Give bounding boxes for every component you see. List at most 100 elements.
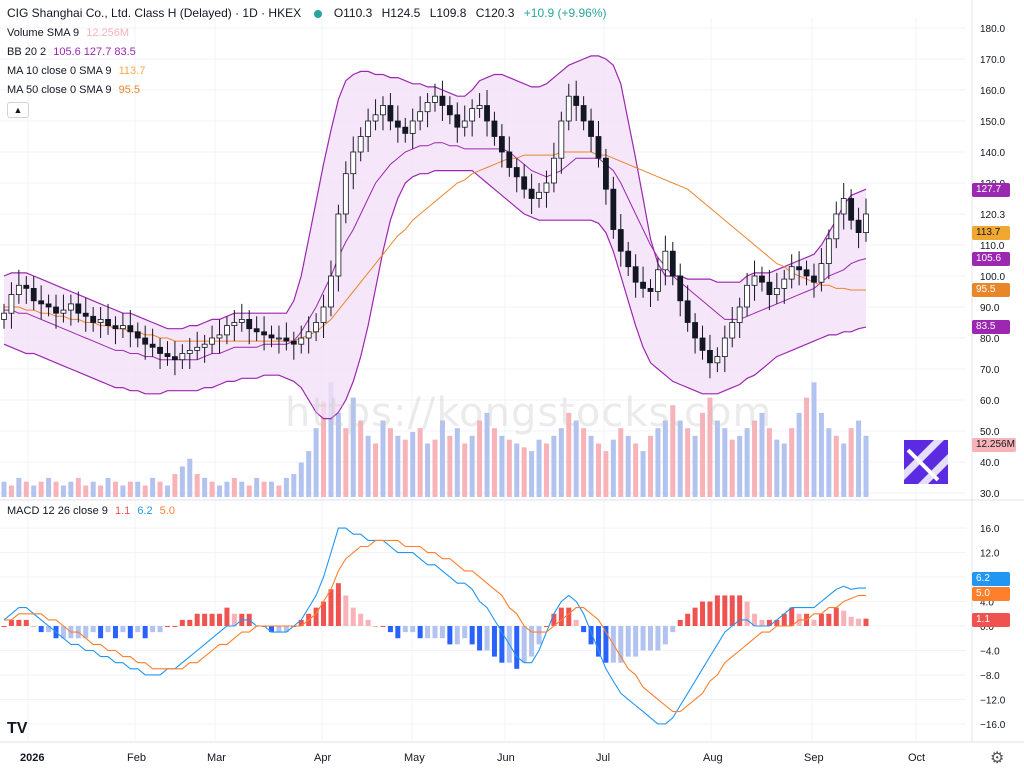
legend-macd[interactable]: MACD 12 26 close 9 1.1 6.2 5.0 xyxy=(7,504,175,518)
macd-histogram-bar xyxy=(202,613,208,626)
tag-macd-signal: 5.0 xyxy=(972,587,1010,601)
candle-body xyxy=(558,120,565,159)
candle-body xyxy=(97,318,104,323)
macd-histogram-bar xyxy=(581,626,587,633)
tag-bb-basis: 105.6 xyxy=(972,252,1010,266)
time-axis-label: Aug xyxy=(703,752,723,764)
macd-histogram-bar xyxy=(447,626,453,645)
macd-histogram-bar xyxy=(692,607,698,626)
macd-histogram-bar xyxy=(187,619,193,626)
volume-bar xyxy=(425,443,431,497)
macd-histogram-bar xyxy=(1,626,7,627)
macd-histogram-bar xyxy=(172,626,178,627)
candle-body xyxy=(744,284,751,308)
volume-bar xyxy=(521,447,527,497)
volume-bar xyxy=(677,420,683,497)
volume-bar xyxy=(514,443,520,497)
macd-histogram-bar xyxy=(454,626,460,645)
candle-body xyxy=(461,120,468,128)
macd-histogram-bar xyxy=(633,626,639,657)
price-axis-label: 50.0 xyxy=(980,427,1000,438)
legend-bb[interactable]: BB 20 2 105.6 127.7 83.5 xyxy=(7,45,136,59)
candle-body xyxy=(759,275,765,283)
candle-body xyxy=(119,325,126,330)
volume-bar xyxy=(142,485,148,497)
symbol-title[interactable]: CIG Shanghai Co., Ltd. Class H (Delayed)… xyxy=(7,6,302,20)
volume-bar xyxy=(789,428,795,497)
volume-bar xyxy=(98,485,104,497)
volume-bar xyxy=(439,420,445,497)
volume-bar xyxy=(127,481,133,497)
macd-axis-label: 0.0 xyxy=(980,622,994,633)
volume-bar xyxy=(640,451,646,497)
candle-body xyxy=(90,315,97,323)
candle-body xyxy=(669,250,676,277)
macd-histogram-bar xyxy=(373,626,379,627)
gear-icon[interactable]: ⚙ xyxy=(990,750,1005,767)
macd-histogram-bar xyxy=(60,626,66,639)
macd-histogram-bar xyxy=(484,626,490,651)
volume-bar xyxy=(261,481,267,497)
macd-histogram-bar xyxy=(387,626,393,633)
volume-bar xyxy=(83,485,89,497)
candle-body xyxy=(172,356,178,361)
candle-body xyxy=(811,275,817,283)
volume-bar xyxy=(774,439,780,497)
volume-bar xyxy=(335,412,341,497)
candle-body xyxy=(276,337,282,340)
price-axis-label: 80.0 xyxy=(980,334,1000,345)
macd-axis-label: 12.0 xyxy=(980,549,1000,560)
candle-body xyxy=(498,136,505,153)
kongstocks-logo-icon xyxy=(904,440,948,484)
macd-histogram-bar xyxy=(98,626,104,639)
macd-histogram-bar xyxy=(603,626,609,663)
candle-body xyxy=(707,349,713,364)
legend-ma10[interactable]: MA 10 close 0 SMA 9 113.7 xyxy=(7,64,145,78)
macd-histogram-bar xyxy=(863,618,869,626)
macd-histogram-bar xyxy=(722,595,728,626)
volume-bar xyxy=(298,462,304,497)
volume-bar xyxy=(31,485,37,497)
volume-bar xyxy=(781,443,787,497)
macd-axis-label: 16.0 xyxy=(980,524,1000,535)
macd-histogram-bar xyxy=(90,626,96,633)
tradingview-logo-icon[interactable]: TV xyxy=(7,720,28,737)
candle-body xyxy=(67,303,74,311)
legend-macd-signal: 5.0 xyxy=(159,505,175,517)
candle-body xyxy=(580,105,587,122)
macd-histogram-bar xyxy=(737,595,743,626)
volume-bar xyxy=(826,428,832,497)
volume-bar xyxy=(610,439,616,497)
legend-volume[interactable]: Volume SMA 9 12.256M xyxy=(7,26,129,40)
candle-body xyxy=(863,213,869,234)
chevron-up-icon[interactable]: ▲ xyxy=(7,102,29,118)
legend-macd-line: 6.2 xyxy=(137,505,153,517)
legend-ma50[interactable]: MA 50 close 0 SMA 9 95.5 xyxy=(7,83,140,97)
macd-histogram-bar xyxy=(536,626,542,645)
macd-axis-label: −12.0 xyxy=(980,695,1006,706)
macd-histogram-bar xyxy=(521,626,527,663)
volume-bar xyxy=(112,481,118,497)
macd-histogram-bar xyxy=(112,626,118,639)
candle-body xyxy=(818,263,825,283)
volume-bar xyxy=(365,435,371,497)
candle-body xyxy=(699,337,706,351)
macd-histogram-bar xyxy=(707,601,713,626)
volume-bar xyxy=(254,477,260,497)
volume-bar xyxy=(46,477,52,497)
candle-body xyxy=(23,284,30,289)
macd-histogram-bar xyxy=(625,626,631,657)
watermark-text: https://kongstocks.com xyxy=(285,390,773,436)
volume-bar xyxy=(670,405,676,497)
volume-bar xyxy=(848,428,854,497)
macd-axis-label: −16.0 xyxy=(980,720,1006,731)
macd-histogram-bar xyxy=(744,601,750,626)
ohlc-change: +10.9 (+9.96%) xyxy=(523,6,607,20)
volume-bar xyxy=(529,451,535,497)
candle-body xyxy=(320,306,327,323)
macd-histogram-bar xyxy=(558,607,564,626)
legend-macd-hist: 1.1 xyxy=(114,505,131,517)
macd-histogram-bar xyxy=(781,613,787,626)
tag-ma50: 95.5 xyxy=(972,283,1010,297)
